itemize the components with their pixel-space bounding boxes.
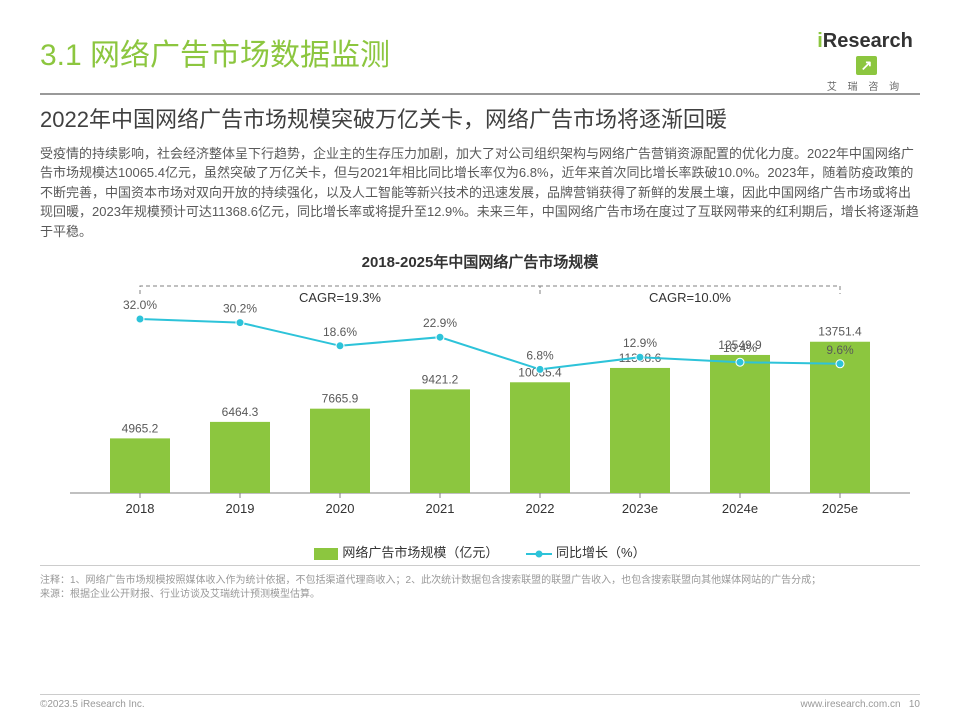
line-value-label: 6.8% xyxy=(526,349,554,363)
line-value-label: 32.0% xyxy=(123,298,157,312)
bar xyxy=(210,422,270,493)
line-marker xyxy=(336,342,344,350)
bar-value-label: 13751.4 xyxy=(818,325,862,339)
bar xyxy=(410,390,470,494)
line-value-label: 12.9% xyxy=(623,336,657,350)
line-marker xyxy=(536,366,544,374)
bar-value-label: 4965.2 xyxy=(122,422,159,436)
notes-divider xyxy=(40,565,920,566)
bar xyxy=(510,383,570,494)
header: 3.1 网络广告市场数据监测 iResearch↗ 艾 瑞 咨 询 xyxy=(40,30,920,93)
x-axis-label: 2025e xyxy=(822,501,858,516)
bar xyxy=(110,439,170,494)
cagr-left-label: CAGR=19.3% xyxy=(299,290,381,305)
bar-value-label: 6464.3 xyxy=(222,405,259,419)
section-title: 3.1 网络广告市场数据监测 xyxy=(40,30,810,74)
logo: iResearch↗ 艾 瑞 咨 询 xyxy=(810,30,920,93)
bar xyxy=(310,409,370,493)
x-axis-label: 2024e xyxy=(722,501,758,516)
bar xyxy=(710,355,770,493)
chart-legend: 网络广告市场规模（亿元） 同比增长（%） xyxy=(40,542,920,561)
line-value-label: 22.9% xyxy=(423,316,457,330)
footer-bar: ©2023.5 iResearch Inc. www.iresearch.com… xyxy=(40,694,920,710)
line-value-label: 9.6% xyxy=(826,343,854,357)
subtitle: 2022年中国网络广告市场规模突破万亿关卡，网络广告市场将逐渐回暖 xyxy=(40,105,920,136)
bar-value-label: 7665.9 xyxy=(322,392,359,406)
bar xyxy=(610,368,670,493)
chart: 4965.2 2018 6464.3 2019 7665.9 2020 9421.2 2021… xyxy=(40,278,920,538)
line-value-label: 18.6% xyxy=(323,325,357,339)
x-axis-label: 2018 xyxy=(126,501,155,516)
title-divider xyxy=(40,93,920,95)
line-marker xyxy=(636,353,644,361)
logo-rest: Research xyxy=(823,30,913,52)
footer-notes: 注释：1、网络广告市场规模按照媒体收入作为统计依据，不包括渠道代理商收入；2、此… xyxy=(40,574,920,602)
legend-line-label: 同比增长（%） xyxy=(556,545,646,560)
bar-value-label: 9421.2 xyxy=(422,373,459,387)
line-marker xyxy=(236,319,244,327)
line-value-label: 30.2% xyxy=(223,302,257,316)
page-number: 10 xyxy=(909,699,920,710)
line-value-label: 10.4% xyxy=(723,341,757,355)
line-marker xyxy=(436,333,444,341)
x-axis-label: 2020 xyxy=(326,501,355,516)
x-axis-label: 2023e xyxy=(622,501,658,516)
x-axis-label: 2022 xyxy=(526,501,555,516)
x-axis-label: 2019 xyxy=(226,501,255,516)
footer-url: www.iresearch.com.cn xyxy=(801,699,901,710)
x-axis-label: 2021 xyxy=(426,501,455,516)
body-text: 受疫情的持续影响，社会经济整体呈下行趋势，企业主的生存压力加剧，加大了对公司组织… xyxy=(40,144,920,242)
line-marker xyxy=(836,360,844,368)
line-marker xyxy=(136,315,144,323)
logo-subtitle: 艾 瑞 咨 询 xyxy=(810,78,920,93)
copyright: ©2023.5 iResearch Inc. xyxy=(40,699,145,710)
note-2: 来源：根据企业公开财报、行业访谈及艾瑞统计预测模型估算。 xyxy=(40,588,920,602)
legend-swatch-line xyxy=(526,553,552,555)
note-1: 注释：1、网络广告市场规模按照媒体收入作为统计依据，不包括渠道代理商收入；2、此… xyxy=(40,574,920,588)
chart-title: 2018-2025年中国网络广告市场规模 xyxy=(40,251,920,272)
cagr-right-label: CAGR=10.0% xyxy=(649,290,731,305)
legend-bar-label: 网络广告市场规模（亿元） xyxy=(342,545,498,560)
line-marker xyxy=(736,358,744,366)
logo-arrow-icon: ↗ xyxy=(856,56,878,75)
legend-swatch-bar xyxy=(314,548,338,560)
